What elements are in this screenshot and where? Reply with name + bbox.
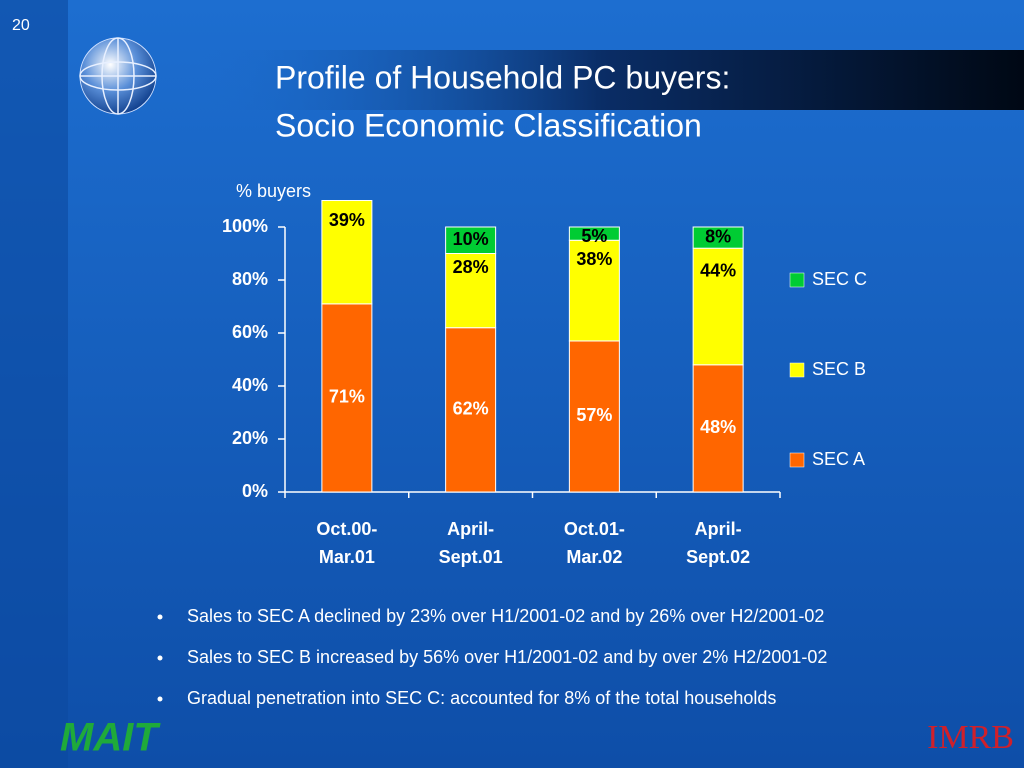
logo: MAIT [60,716,161,760]
logo: IMRB [927,719,1014,756]
title: Profile of Household PC buyers: [275,59,730,95]
x-tick-label: April-Sept.02 [686,519,750,567]
legend-swatch [789,272,805,288]
y-tick-label: 40% [232,375,268,395]
legend-label: SEC A [812,449,865,469]
legend-label: SEC B [812,359,866,379]
y-tick-label: 100% [222,216,268,236]
bullet-dot [157,614,163,620]
bullet-text: Sales to SEC B increased by 56% over H1/… [187,647,827,667]
bullet-dot [157,696,163,702]
legend-label: SEC C [812,269,867,289]
bullet-dot [157,655,163,661]
value-label: 48% [700,417,736,437]
value-label: 28% [453,257,489,277]
y-tick-label: 20% [232,428,268,448]
x-tick-label: Oct.00-Mar.01 [316,519,377,567]
bar-segment [568,239,620,342]
bar-segment [445,253,497,329]
legend-swatch [789,362,805,378]
bar-segment [692,226,744,249]
legend-swatch [789,452,805,468]
value-label: 8% [705,226,731,246]
value-label: 44% [700,260,736,280]
bar-segment [321,200,373,305]
globe-icon [79,37,157,115]
x-tick-label: April-Sept.01 [439,519,503,567]
value-label: 5% [581,226,607,246]
y-tick-label: 0% [242,481,268,501]
bar-segment [692,364,744,493]
bar-segment [692,247,744,366]
title: Socio Economic Classification [275,107,702,143]
x-tick-label: Oct.01-Mar.02 [564,519,625,567]
bar-segment [321,303,373,493]
y-tick-label: 80% [232,269,268,289]
value-label: 39% [329,210,365,230]
left-strip [0,0,68,768]
bar-segment [568,340,620,493]
value-label: 62% [453,399,489,419]
value-label: 38% [576,249,612,269]
bar-segment [445,226,497,254]
value-label: 10% [453,229,489,249]
bar-segment [568,226,620,241]
value-label: 57% [576,405,612,425]
value-label: 71% [329,387,365,407]
axis-label: % buyers [236,181,311,201]
y-tick-label: 60% [232,322,268,342]
bullet-text: Sales to SEC A declined by 23% over H1/2… [187,606,824,626]
title-band [180,50,1024,110]
bullet-text: Gradual penetration into SEC C: accounte… [187,688,776,708]
slide-number: 20 [12,17,30,34]
